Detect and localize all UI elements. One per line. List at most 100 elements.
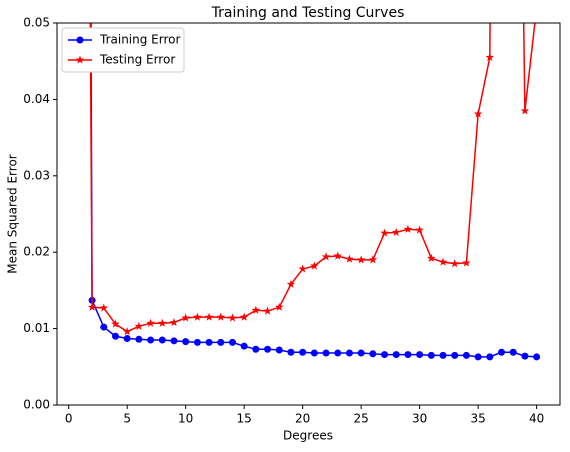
marker bbox=[333, 251, 343, 260]
plot-area bbox=[87, 3, 541, 361]
marker bbox=[147, 336, 155, 344]
legend-label: Testing Error bbox=[99, 53, 175, 67]
x-tick-label: 5 bbox=[123, 412, 131, 426]
marker bbox=[392, 351, 400, 359]
marker bbox=[217, 338, 225, 346]
marker bbox=[264, 345, 272, 353]
marker bbox=[310, 349, 318, 357]
marker bbox=[263, 306, 272, 315]
marker bbox=[533, 353, 541, 361]
marker bbox=[123, 335, 131, 343]
marker bbox=[170, 337, 178, 345]
marker bbox=[193, 312, 202, 321]
marker bbox=[181, 313, 190, 322]
marker bbox=[169, 317, 179, 327]
marker bbox=[404, 351, 412, 359]
marker bbox=[87, 302, 97, 311]
y-tick-label: 0.05 bbox=[23, 16, 50, 30]
marker bbox=[416, 351, 424, 359]
marker bbox=[239, 312, 249, 321]
marker bbox=[485, 52, 495, 62]
chart-title: Training and Testing Curves bbox=[211, 5, 405, 21]
axes-frame bbox=[56, 22, 561, 406]
marker bbox=[415, 225, 424, 234]
marker bbox=[252, 345, 260, 353]
marker bbox=[275, 346, 283, 354]
x-tick-label: 10 bbox=[178, 412, 193, 426]
marker bbox=[111, 319, 120, 328]
marker bbox=[321, 252, 331, 261]
marker bbox=[474, 353, 482, 361]
marker bbox=[334, 349, 342, 357]
marker bbox=[100, 323, 108, 331]
marker bbox=[228, 313, 237, 322]
marker bbox=[158, 318, 167, 327]
marker bbox=[146, 318, 155, 327]
marker bbox=[158, 336, 166, 344]
marker bbox=[380, 228, 389, 237]
marker bbox=[193, 338, 201, 346]
marker bbox=[299, 348, 307, 356]
marker bbox=[286, 279, 296, 288]
marker bbox=[287, 348, 295, 356]
x-tick-label: 15 bbox=[237, 412, 252, 426]
marker bbox=[473, 109, 483, 118]
marker bbox=[450, 259, 459, 268]
marker bbox=[486, 353, 494, 361]
marker bbox=[111, 332, 119, 340]
marker bbox=[322, 349, 330, 357]
marker bbox=[345, 254, 354, 263]
marker bbox=[216, 312, 226, 321]
marker bbox=[368, 255, 378, 264]
marker bbox=[310, 261, 319, 270]
x-axis-label: Degrees bbox=[283, 429, 333, 443]
marker bbox=[427, 351, 435, 359]
marker bbox=[381, 351, 389, 359]
y-tick-label: 0.00 bbox=[23, 398, 50, 412]
marker bbox=[498, 348, 506, 356]
marker bbox=[182, 338, 190, 346]
marker bbox=[274, 302, 284, 311]
y-tick-label: 0.02 bbox=[23, 245, 50, 259]
marker bbox=[403, 224, 413, 233]
marker bbox=[427, 253, 436, 262]
legend-label: Training Error bbox=[99, 33, 180, 47]
marker bbox=[357, 349, 365, 357]
marker bbox=[345, 349, 353, 357]
y-tick-label: 0.01 bbox=[23, 321, 50, 335]
marker bbox=[462, 258, 471, 267]
series-line bbox=[89, 23, 536, 333]
marker bbox=[134, 321, 144, 330]
marker bbox=[122, 327, 132, 336]
marker bbox=[76, 36, 84, 44]
x-tick-label: 0 bbox=[65, 412, 73, 426]
marker bbox=[520, 106, 530, 115]
marker bbox=[228, 338, 236, 346]
y-tick-label: 0.04 bbox=[23, 92, 50, 106]
marker bbox=[240, 342, 248, 350]
marker bbox=[521, 352, 529, 360]
marker bbox=[451, 351, 459, 359]
marker bbox=[369, 350, 377, 358]
x-tick-label: 20 bbox=[295, 412, 310, 426]
marker bbox=[251, 305, 261, 314]
marker bbox=[439, 351, 447, 359]
legend-box bbox=[61, 27, 185, 73]
y-axis-label: Mean Squared Error bbox=[6, 154, 20, 274]
y-tick-label: 0.03 bbox=[23, 168, 50, 182]
series-line bbox=[90, 23, 537, 358]
marker bbox=[438, 257, 448, 266]
marker bbox=[135, 335, 143, 343]
marker bbox=[205, 338, 213, 346]
marker bbox=[509, 348, 517, 356]
x-tick-label: 25 bbox=[353, 412, 368, 426]
marker bbox=[532, 3, 541, 11]
x-tick-label: 40 bbox=[529, 412, 544, 426]
marker bbox=[391, 227, 401, 236]
marker bbox=[75, 55, 85, 64]
x-tick-label: 35 bbox=[470, 412, 485, 426]
marker bbox=[298, 264, 307, 273]
marker bbox=[99, 303, 109, 312]
